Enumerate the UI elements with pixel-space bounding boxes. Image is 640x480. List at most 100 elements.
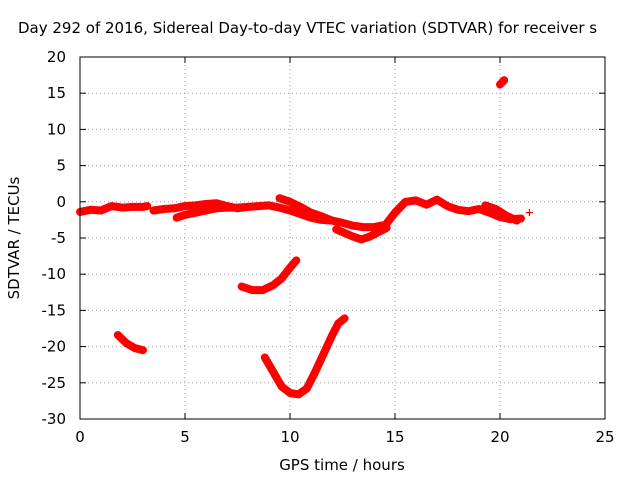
y-tick-label: 15 — [47, 84, 66, 102]
data-point — [370, 223, 378, 231]
data-point — [278, 275, 286, 283]
series-line — [481, 201, 521, 225]
data-point — [255, 202, 262, 210]
x-tick-label: 0 — [75, 428, 85, 446]
data-point — [412, 196, 420, 204]
data-point — [173, 214, 181, 222]
x-axis-label: GPS time / hours — [279, 456, 405, 474]
y-tick-label: -30 — [42, 410, 67, 428]
x-tick-label: 10 — [280, 428, 299, 446]
data-point — [334, 319, 342, 327]
data-point — [223, 204, 231, 212]
data-point — [276, 194, 283, 202]
data-point — [303, 385, 311, 393]
data-series-layer — [76, 76, 533, 399]
series-segment-10 — [237, 256, 301, 295]
y-axis-label: SDTVAR / TECUs — [5, 176, 23, 299]
data-point — [328, 217, 336, 225]
data-point — [525, 209, 533, 217]
chart-title: Day 292 of 2016, Sidereal Day-to-day VTE… — [18, 19, 597, 37]
x-tick-label: 25 — [595, 428, 614, 446]
data-point — [349, 222, 357, 230]
data-point — [297, 203, 304, 211]
series-segment-7 — [481, 201, 521, 225]
data-point — [259, 286, 267, 294]
data-point — [234, 204, 241, 212]
plot-frame — [79, 56, 606, 420]
y-tick-label: 5 — [56, 157, 66, 175]
series-segment-1 — [76, 202, 152, 216]
data-point — [360, 223, 367, 231]
data-point — [297, 210, 304, 218]
data-point — [328, 332, 336, 340]
series-line — [113, 331, 147, 355]
data-point — [465, 207, 472, 215]
data-point — [276, 204, 283, 212]
x-tick-label: 15 — [385, 428, 404, 446]
data-point — [181, 211, 189, 219]
y-tick-label: -5 — [51, 229, 66, 247]
data-point — [202, 200, 210, 208]
data-point — [481, 201, 489, 209]
data-point — [87, 206, 94, 214]
data-point — [341, 314, 349, 322]
data-point — [292, 256, 300, 264]
data-point — [383, 220, 391, 228]
data-point — [97, 206, 105, 214]
data-point — [339, 219, 346, 227]
data-point — [502, 212, 510, 220]
data-point — [269, 368, 277, 376]
y-tick-label: -20 — [42, 338, 67, 356]
data-point — [286, 206, 294, 214]
grid-lines — [80, 57, 605, 419]
data-point — [332, 225, 340, 233]
series-segment-5 — [332, 223, 391, 244]
y-tick-label: -15 — [42, 301, 67, 319]
data-point — [318, 212, 325, 220]
series-segment-4 — [275, 194, 336, 225]
data-point — [160, 205, 168, 213]
y-tick-label: -25 — [42, 374, 67, 392]
data-point — [513, 217, 521, 225]
data-point — [265, 201, 273, 209]
y-tick-label: 0 — [56, 193, 66, 211]
data-point — [357, 235, 365, 243]
data-point — [391, 209, 399, 217]
series-line — [496, 76, 509, 89]
data-point — [294, 390, 302, 398]
data-point — [261, 353, 269, 361]
data-point — [108, 202, 115, 210]
data-point — [248, 286, 256, 294]
data-point — [244, 203, 252, 211]
series-segment-9 — [113, 331, 147, 355]
series-segment-11 — [260, 314, 349, 399]
data-point — [278, 382, 286, 390]
y-tick-label: 20 — [47, 48, 66, 66]
data-point — [444, 202, 451, 210]
data-point — [492, 205, 500, 213]
data-point — [129, 203, 136, 211]
data-point — [475, 205, 483, 213]
data-point — [366, 233, 374, 241]
data-point — [213, 204, 220, 212]
data-point — [311, 368, 319, 376]
series-segment-8 — [525, 209, 533, 217]
data-point — [202, 206, 210, 214]
data-point — [150, 206, 157, 214]
data-point — [139, 346, 147, 354]
data-point — [402, 198, 409, 206]
axis-ticks: 0 5 10 15 20 25 -30 -25 -20 -15 -10 -5 0 5 10 15 20 — [42, 48, 615, 446]
data-point — [341, 229, 349, 237]
data-point — [433, 196, 441, 204]
data-point — [122, 339, 130, 347]
x-tick-label: 5 — [180, 428, 190, 446]
data-point — [238, 283, 246, 291]
y-tick-label: -10 — [42, 265, 67, 283]
data-point — [114, 331, 122, 339]
x-tick-label: 20 — [490, 428, 509, 446]
data-point — [320, 350, 328, 358]
data-point — [192, 201, 199, 209]
data-point — [118, 204, 126, 212]
data-point — [286, 198, 294, 206]
